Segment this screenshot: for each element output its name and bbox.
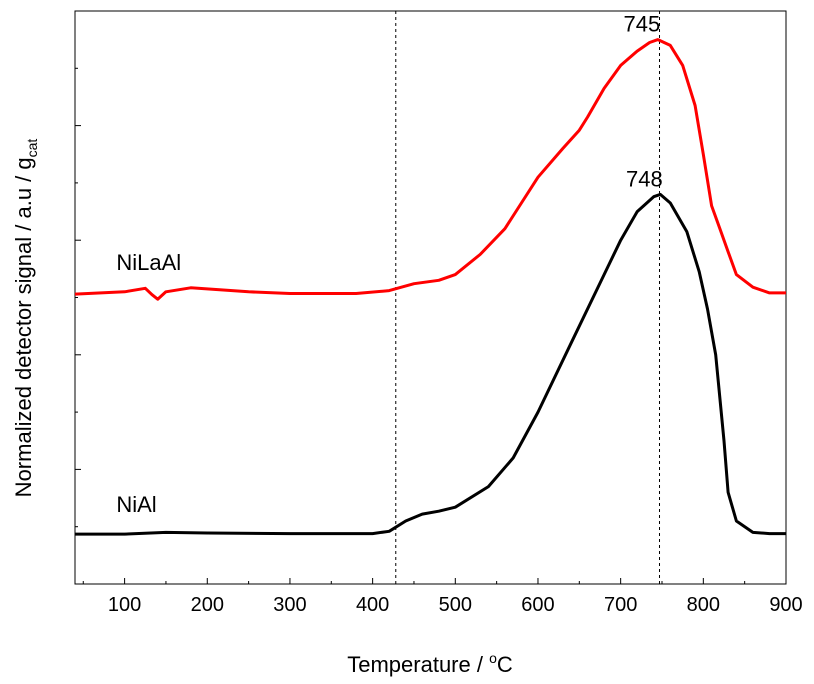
series-label-nilaal: NiLaAl <box>116 250 181 275</box>
series-lines <box>74 38 786 536</box>
x-tick-label: 100 <box>108 594 141 616</box>
x-axis-label: Temperature / oC <box>347 650 513 677</box>
plot-frame <box>74 10 787 585</box>
x-tick-label: 200 <box>191 594 224 616</box>
x-tick-label: 700 <box>604 594 637 616</box>
x-tick-label: 900 <box>769 594 802 616</box>
series-label-nial: NiAl <box>116 492 156 517</box>
x-axis-ticks: 100 200 300 400 500 600 700 800 900 <box>82 578 803 616</box>
series-line-nial <box>75 192 786 536</box>
y-axis-label: Normalized detector signal / a.u / gcat <box>11 139 40 498</box>
x-tick-label: 400 <box>356 594 389 616</box>
x-tick-label: 800 <box>687 594 720 616</box>
series-labels: NiLaAl NiAl <box>116 250 181 517</box>
y-axis-ticks <box>75 67 81 528</box>
series-line-nilaal <box>74 38 786 301</box>
x-tick-label: 600 <box>521 594 554 616</box>
peak-label-748: 748 <box>626 166 663 191</box>
x-tick-label: 300 <box>273 594 306 616</box>
peak-annotations: 745 748 <box>623 12 662 192</box>
x-tick-label: 500 <box>439 594 472 616</box>
peak-label-745: 745 <box>623 12 660 37</box>
reference-lines <box>395 11 661 584</box>
